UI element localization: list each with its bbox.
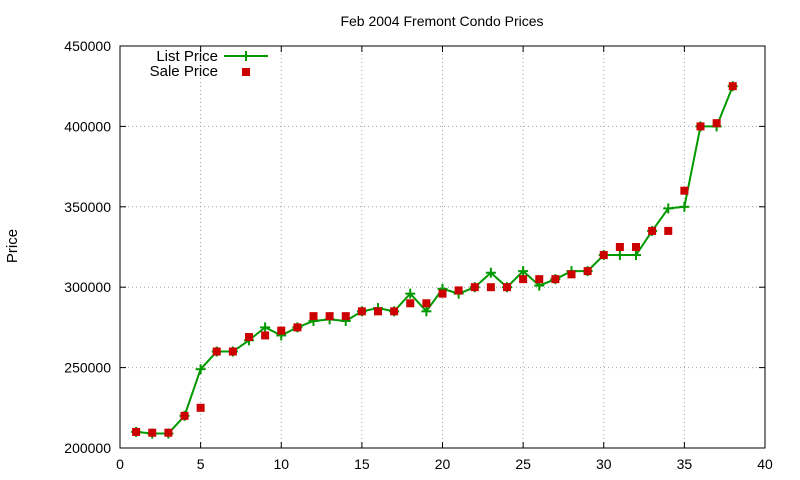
point-sale-price — [648, 226, 657, 235]
point-sale-price — [728, 82, 737, 91]
point-sale-price — [325, 312, 334, 321]
tick-labels: 0 5 10 15 20 25 30 35 40 200000 250000 300000 350000… — [64, 38, 773, 472]
point-list-price — [405, 288, 416, 299]
y-tick-label: 350000 — [64, 199, 111, 215]
series-layer — [131, 81, 738, 439]
x-tick-label: 10 — [273, 456, 289, 472]
point-list-price — [614, 250, 625, 261]
y-tick-label: 300000 — [64, 279, 111, 295]
point-sale-price — [470, 283, 479, 292]
point-list-price — [679, 201, 690, 212]
point-sale-price — [551, 275, 560, 284]
point-list-price — [421, 306, 432, 317]
y-tick-label: 200000 — [64, 440, 111, 456]
point-sale-price — [696, 122, 705, 131]
point-sale-price — [486, 283, 495, 292]
x-tick-label: 15 — [354, 456, 370, 472]
point-sale-price — [132, 427, 141, 436]
point-sale-price — [293, 323, 302, 332]
point-sale-price — [196, 403, 205, 412]
point-sale-price — [406, 299, 415, 308]
legend-marker-list-price — [241, 51, 251, 61]
point-sale-price — [438, 289, 447, 298]
y-tick-label: 250000 — [64, 360, 111, 376]
x-tick-label: 30 — [596, 456, 612, 472]
x-tick-label: 25 — [515, 456, 531, 472]
point-sale-price — [454, 286, 463, 295]
x-tick-label: 40 — [757, 456, 773, 472]
legend-marker-sale-price — [242, 68, 250, 76]
point-sale-price — [228, 347, 237, 356]
point-sale-price — [680, 186, 689, 195]
plot-border — [119, 45, 766, 449]
point-sale-price — [615, 243, 624, 251]
point-sale-price — [422, 299, 431, 308]
axis-ticks — [119, 45, 766, 449]
legend-label-sale-price: Sale Price — [150, 63, 218, 80]
x-tick-label: 35 — [677, 456, 693, 472]
point-sale-price — [164, 428, 173, 437]
point-sale-price — [261, 331, 270, 340]
point-sale-price — [309, 312, 318, 321]
point-sale-price — [583, 267, 592, 276]
grid-lines — [120, 46, 765, 448]
point-list-price — [663, 203, 674, 214]
point-sale-price — [632, 243, 640, 251]
y-tick-label: 450000 — [64, 38, 111, 54]
point-sale-price — [277, 326, 286, 335]
point-sale-price — [180, 411, 189, 420]
point-list-price — [518, 266, 529, 277]
x-tick-label: 20 — [435, 456, 451, 472]
point-list-price — [631, 250, 641, 261]
y-axis-label: Price — [4, 229, 21, 263]
point-sale-price — [567, 270, 576, 279]
point-list-price — [195, 364, 206, 375]
x-tick-label: 0 — [116, 456, 124, 472]
point-sale-price — [599, 251, 608, 260]
chart-title: Feb 2004 Fremont Condo Prices — [340, 13, 543, 29]
point-sale-price — [341, 312, 350, 321]
point-list-price — [485, 267, 496, 278]
point-sale-price — [664, 226, 673, 235]
point-sale-price — [148, 428, 157, 437]
series-line-list-price — [136, 85, 734, 435]
legend: List Price Sale Price — [150, 48, 268, 80]
legend-label-list-price: List Price — [156, 48, 218, 65]
point-sale-price — [712, 119, 721, 128]
point-sale-price — [245, 333, 253, 342]
point-sale-price — [390, 307, 399, 316]
point-sale-price — [503, 283, 511, 292]
point-sale-price — [374, 307, 382, 316]
point-sale-price — [357, 307, 366, 316]
point-list-price — [260, 322, 271, 333]
x-tick-label: 5 — [197, 456, 205, 472]
point-sale-price — [212, 347, 221, 356]
point-sale-price — [519, 275, 528, 284]
y-tick-label: 400000 — [64, 118, 111, 134]
point-sale-price — [535, 275, 544, 284]
